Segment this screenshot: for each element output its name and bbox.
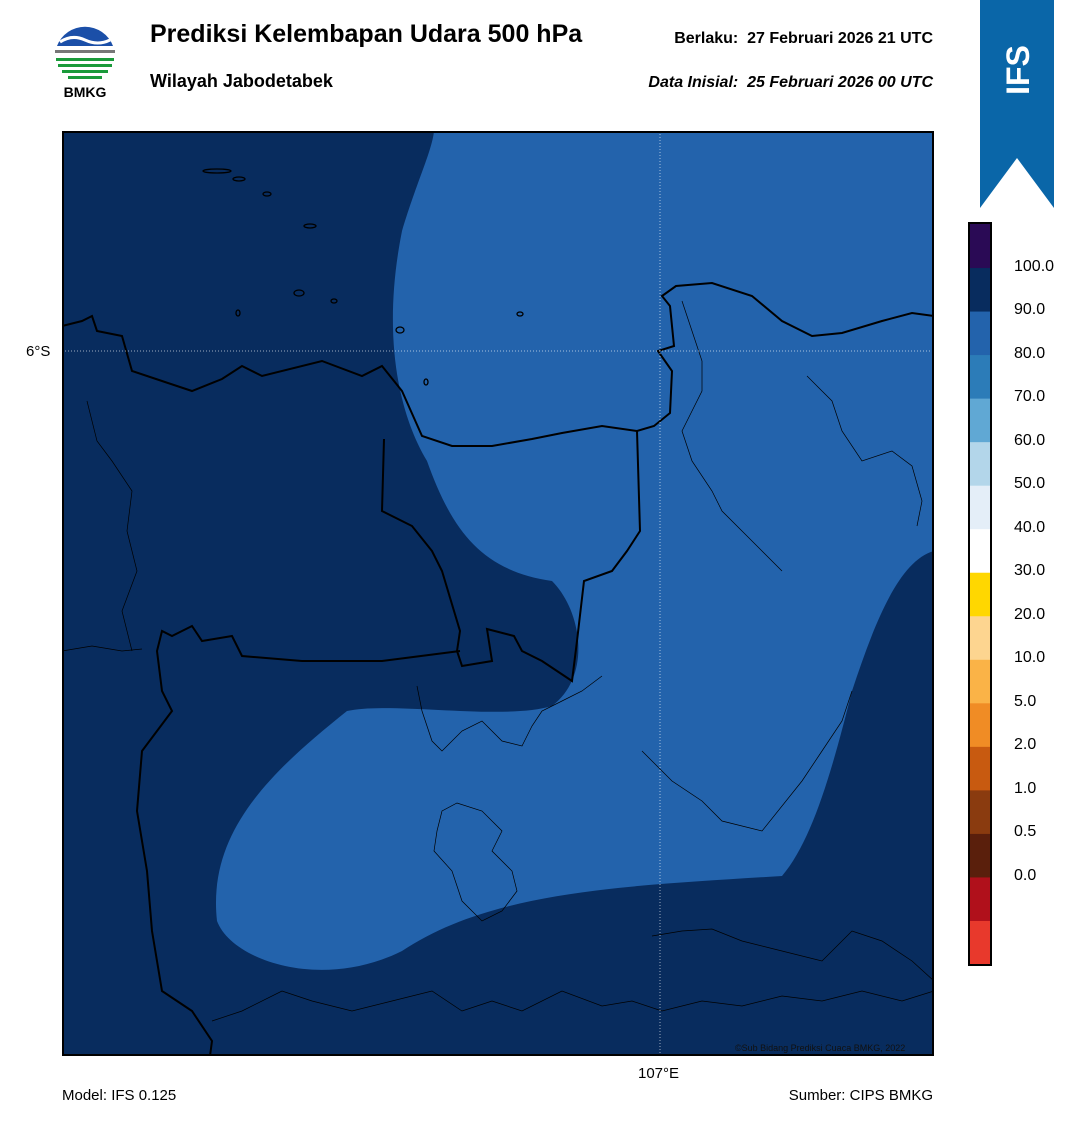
islands: [202, 168, 524, 386]
colorbar-tick-label: 100.0: [1014, 257, 1055, 275]
init-time-line: Data Inisial: 25 Februari 2026 00 UTC: [648, 74, 933, 92]
colorbar-tick-label: 20.0: [1014, 605, 1046, 623]
colorbar-swatch: [970, 702, 990, 747]
init-time: 25 Februari 2026 00 UTC: [747, 74, 933, 91]
colorbar-tick-label: 70.0: [1014, 388, 1046, 406]
colorbar-swatch: [970, 354, 990, 399]
humidity-mid-zone-north: [215, 131, 934, 970]
valid-label: Berlaku:: [674, 30, 739, 47]
logo-text: BMKG: [63, 84, 107, 100]
colorbar-tick-label: 30.0: [1014, 562, 1046, 580]
colorbar-tick-label: 2.0: [1014, 736, 1037, 754]
model-label: Model: IFS 0.125: [62, 1087, 177, 1104]
map-frame: [62, 131, 934, 1056]
colorbar-tick-label: 10.0: [1014, 649, 1046, 667]
valid-time-line: Berlaku: 27 Februari 2026 21 UTC: [674, 30, 933, 48]
map-title: Prediksi Kelembapan Udara 500 hPa: [150, 20, 583, 48]
colorbar-swatch: [970, 789, 990, 834]
colorbar-swatch: [970, 398, 990, 443]
colorbar-tick-label: 0.0: [1014, 866, 1037, 884]
colorbar-frame: [968, 222, 992, 966]
colorbar-swatch: [970, 615, 990, 660]
ifs-badge-text: IFS: [1000, 45, 1036, 95]
source-label: Sumber: CIPS BMKG: [788, 1087, 933, 1104]
colorbar-tick-label: 1.0: [1014, 779, 1037, 797]
coastline-north: [62, 281, 934, 447]
colorbar-swatch: [970, 441, 990, 486]
ifs-badge: IFS: [980, 0, 1054, 208]
province-border: [380, 430, 642, 683]
lon-tick-label: 107°E: [638, 1065, 680, 1082]
colorbar-tick-label: 40.0: [1014, 518, 1046, 536]
colorbar-swatch: [970, 833, 990, 878]
init-label: Data Inisial:: [648, 74, 739, 91]
colorbar-tick-label: 90.0: [1014, 301, 1046, 319]
colorbar-swatch: [970, 659, 990, 704]
colorbar-tick-label: 80.0: [1014, 344, 1046, 362]
colorbar-tick-label: 60.0: [1014, 431, 1046, 449]
colorbar: [968, 222, 992, 966]
bmkg-logo-icon: [55, 24, 115, 84]
lat-tick-label: 6°S: [26, 343, 51, 360]
colorbar-swatch: [970, 485, 990, 530]
colorbar-swatch: [970, 920, 990, 965]
province-border-west: [135, 624, 461, 1056]
humidity-map: [62, 131, 934, 1056]
colorbar-tick-label: 0.5: [1014, 823, 1037, 841]
colorbar-tick-label: 50.0: [1014, 475, 1046, 493]
colorbar-tick-label: 5.0: [1014, 692, 1037, 710]
colorbar-swatch: [970, 528, 990, 573]
copyright-note: ©Sub Bidang Prediksi Cuaca BMKG, 2022: [735, 1043, 906, 1053]
colorbar-swatch: [970, 267, 990, 312]
colorbar-swatch: [970, 224, 990, 269]
colorbar-swatch: [970, 876, 990, 921]
region-subtitle: Wilayah Jabodetabek: [150, 71, 333, 91]
valid-time: 27 Februari 2026 21 UTC: [747, 30, 933, 47]
colorbar-swatch: [970, 311, 990, 356]
colorbar-swatch: [970, 746, 990, 791]
colorbar-swatch: [970, 572, 990, 617]
